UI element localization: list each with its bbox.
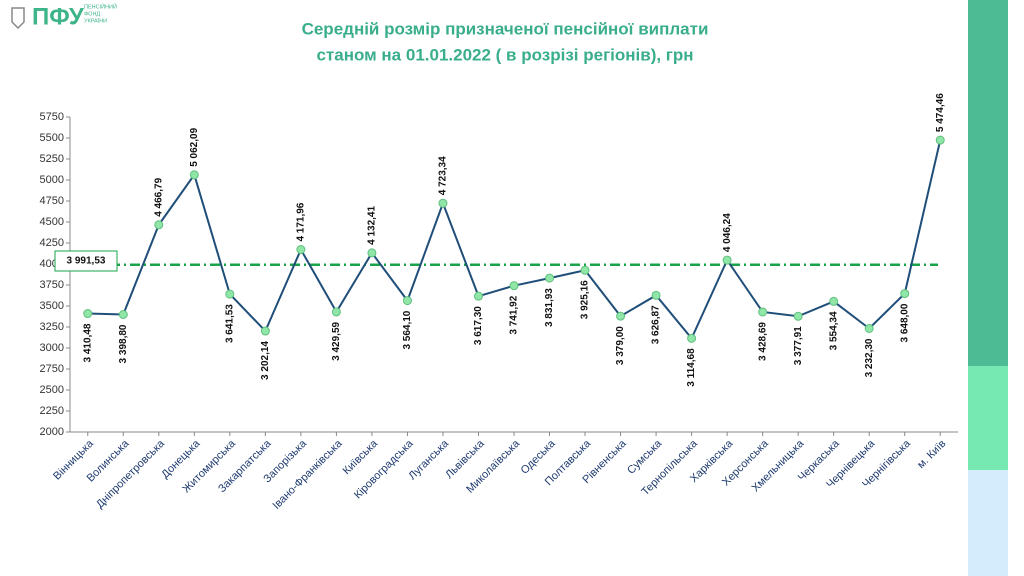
marker xyxy=(545,273,555,283)
marker xyxy=(296,245,306,255)
value-label: 4 132,41 xyxy=(367,206,378,245)
value-label: 4 171,96 xyxy=(296,202,307,241)
marker xyxy=(509,281,519,291)
marker xyxy=(580,265,590,275)
average-box xyxy=(54,250,118,272)
y-tick-label: 5000 xyxy=(40,174,64,186)
value-label: 3 429,59 xyxy=(331,321,342,360)
marker xyxy=(687,333,697,343)
y-tick-label: 3750 xyxy=(40,279,64,291)
marker xyxy=(225,289,235,299)
y-tick-label: 4250 xyxy=(40,237,64,249)
marker xyxy=(367,248,377,258)
value-label: 3 641,53 xyxy=(224,304,235,343)
x-tick-label: м. Київ xyxy=(915,438,948,471)
chart-subtitle: станом на 01.01.2022 ( в розрізі регіоні… xyxy=(316,45,693,64)
y-tick-label: 3500 xyxy=(40,300,64,312)
y-tick-label: 2250 xyxy=(40,405,64,417)
org-name: УКРАЇНИ xyxy=(84,17,107,24)
value-label: 4 723,34 xyxy=(438,156,449,195)
marker xyxy=(829,296,839,306)
y-tick-label: 3000 xyxy=(40,342,64,354)
x-tick-label: Івано-Франківська xyxy=(270,437,345,512)
value-label: 3 379,00 xyxy=(615,326,626,365)
value-label: 3 741,92 xyxy=(509,295,520,334)
value-label: 5 474,46 xyxy=(935,93,946,132)
org-name: ФОНД xyxy=(84,11,100,17)
marker xyxy=(758,307,768,317)
marker xyxy=(189,170,199,180)
marker xyxy=(864,323,874,333)
value-label: 3 626,87 xyxy=(651,305,662,344)
value-label: 3 410,48 xyxy=(82,323,93,362)
value-label: 3 202,14 xyxy=(260,341,271,380)
value-label: 3 617,30 xyxy=(473,306,484,345)
value-label: 3 398,80 xyxy=(118,324,129,363)
side-stripe xyxy=(968,0,1008,366)
marker xyxy=(935,135,945,145)
value-label: 3 232,30 xyxy=(864,338,875,377)
side-stripe xyxy=(968,470,1008,576)
y-tick-label: 3250 xyxy=(40,321,64,333)
average-label: 3 991,53 xyxy=(67,256,106,267)
value-label: 4 466,79 xyxy=(153,177,164,216)
y-tick-label: 2000 xyxy=(40,426,64,438)
chart-title: Середній розмір призначеної пенсійної ви… xyxy=(302,19,709,38)
emblem xyxy=(11,7,25,30)
y-tick-label: 4750 xyxy=(40,195,64,207)
marker xyxy=(83,309,93,319)
value-label: 3 648,00 xyxy=(899,303,910,342)
marker xyxy=(438,198,448,208)
y-tick-label: 5750 xyxy=(40,111,64,123)
value-label: 4 046,24 xyxy=(722,213,733,252)
value-label: 3 114,68 xyxy=(686,348,697,387)
y-tick-label: 5250 xyxy=(40,153,64,165)
value-label: 3 377,91 xyxy=(793,326,804,365)
org-name: ПЕНСІЙНИЙ xyxy=(84,2,117,10)
y-tick-label: 4500 xyxy=(40,216,64,228)
y-tick-label: 5500 xyxy=(40,132,64,144)
x-tick-label: Дніпропетровська xyxy=(94,437,168,511)
value-label: 3 428,69 xyxy=(757,322,768,361)
marker xyxy=(260,326,270,336)
value-label: 3 925,16 xyxy=(580,280,591,319)
marker xyxy=(722,255,732,265)
marker xyxy=(331,307,341,317)
value-label: 5 062,09 xyxy=(189,127,200,166)
side-stripe xyxy=(968,366,1008,470)
marker xyxy=(900,289,910,299)
marker xyxy=(473,291,483,301)
y-tick-label: 2750 xyxy=(40,363,64,375)
y-tick-label: 2500 xyxy=(40,384,64,396)
marker xyxy=(651,290,661,300)
value-label: 3 564,10 xyxy=(402,310,413,349)
marker xyxy=(616,311,626,321)
marker xyxy=(118,310,128,320)
marker xyxy=(793,311,803,321)
value-label: 3 831,93 xyxy=(544,288,555,327)
marker xyxy=(154,220,164,230)
value-label: 3 554,34 xyxy=(828,311,839,350)
logo: ПФУ xyxy=(32,3,85,30)
marker xyxy=(402,296,412,306)
